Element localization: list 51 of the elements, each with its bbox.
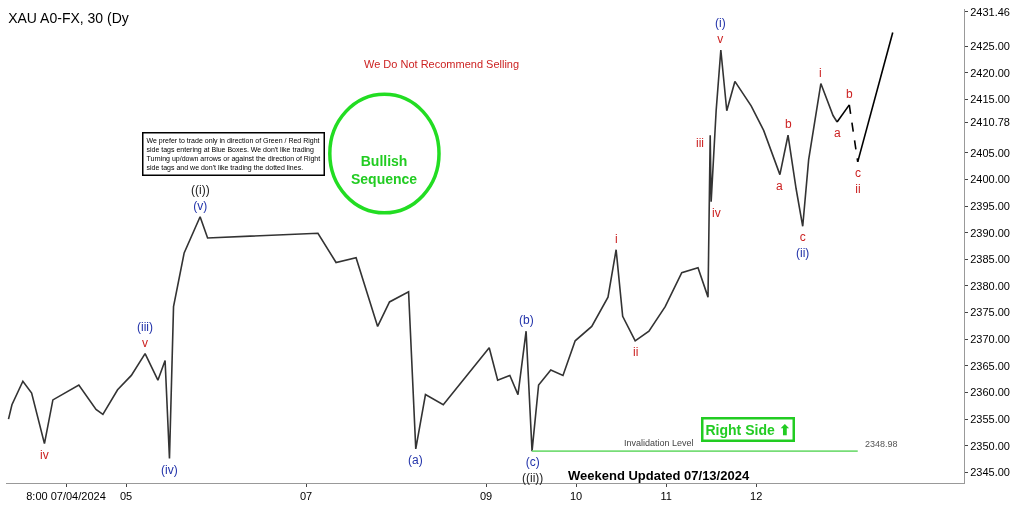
annotation: i [819,66,822,80]
y-tick-label: 2405.00 [970,146,1010,159]
annotation: (iii) v [137,320,153,350]
y-tick-label: 2355.00 [970,412,1010,425]
y-tick-label: 2395.00 [970,199,1010,212]
x-tick-label: 05 [119,490,133,503]
annotation: (c) ((ii)) [522,455,544,485]
annotation: 2348.98 [865,439,898,449]
annotation: iv [40,448,49,462]
series-label: Invalidation Level [624,438,694,448]
y-tick-label: 2415.00 [970,93,1010,106]
y-tick-label: 2350.00 [970,439,1010,452]
y-tick-label: 2375.00 [970,306,1010,319]
y-tick-label: 2380.00 [970,279,1010,292]
y-tick-label: 2360.00 [970,386,1010,399]
y-tick-label: 2345.00 [970,466,1010,479]
y-tick-label: 2420.00 [970,66,1010,79]
annotation: (a) [408,453,423,467]
x-tick-label: 11 [660,490,672,503]
chart-title: XAU A0-FX, 30 (Dy [8,9,129,26]
x-tick-label: 09 [479,490,493,503]
y-tick-label: 2385.00 [970,253,1010,266]
annotation: b [785,117,792,131]
y-tick-label: 2370.00 [970,333,1010,346]
x-tick-label: 12 [750,490,763,503]
x-tick-label: 10 [569,490,583,503]
annotation: We Do Not Recommend Selling [364,58,520,70]
annotation: i [615,232,618,246]
annotation: a [834,126,841,140]
annotation: iv [712,206,721,220]
annotation: ((i)) (v) [191,183,210,213]
y-tick-label: 2365.00 [970,359,1010,372]
annotation: iii [696,136,704,150]
annotation: (iv) [161,463,178,477]
x-tick-label: 07 [299,490,313,503]
annotation: c (ii) [796,230,810,260]
annotation: Bullish Sequence [351,153,418,188]
annotation: (i) v [715,16,726,46]
annotation: Right Side ⬆ [705,421,791,438]
y-tick-label: 2390.00 [970,226,1010,239]
y-tick-label: 2425.00 [970,40,1010,53]
annotation: a [776,179,783,193]
y-tick-label: 2410.78 [970,115,1010,128]
annotation: c ii [855,166,861,196]
y-tick-label: 2431.46 [970,5,1010,18]
annotation: Weekend Updated 07/13/2024 [568,468,750,483]
annotation: ii [633,345,639,359]
annotation: (b) [519,313,534,327]
annotation: b [846,87,853,101]
y-tick-label: 2400.00 [970,173,1010,186]
x-tick-label: 8:00 07/04/2024 [26,490,106,503]
